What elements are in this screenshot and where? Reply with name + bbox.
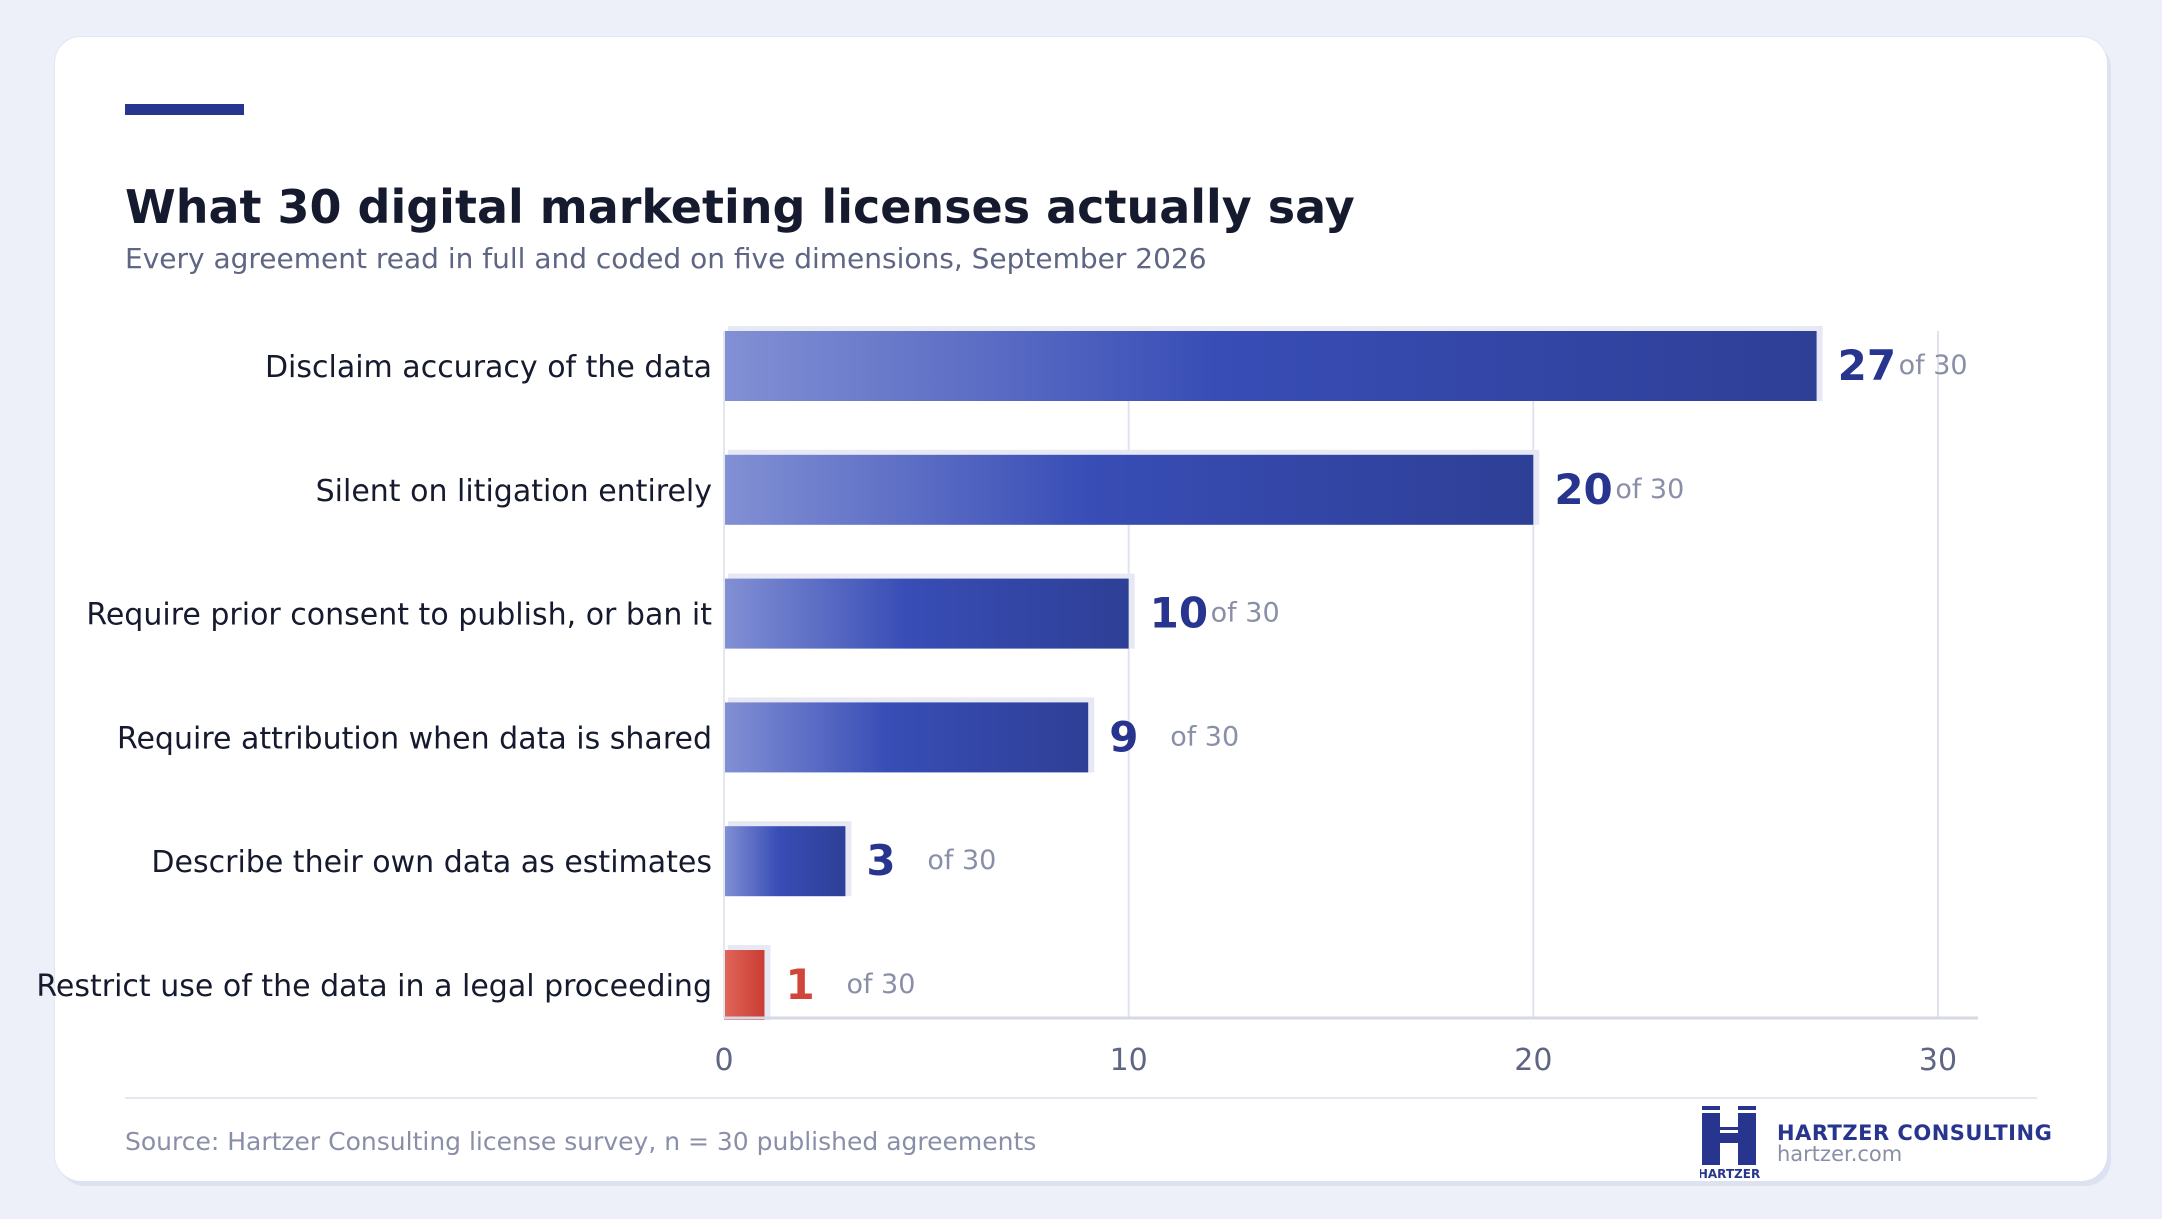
bar (724, 950, 765, 1020)
bar-row-2: Require prior consent to publish, or ban… (86, 573, 1280, 649)
value-suffix: of 30 (1211, 598, 1280, 629)
category-label: Disclaim accuracy of the data (265, 350, 712, 385)
category-label: Restrict use of the data in a legal proc… (36, 969, 712, 1004)
x-tick-label-0: 0 (714, 1043, 733, 1078)
bar (724, 454, 1534, 525)
bar-row-3: Require attribution when data is shared 9… (117, 697, 1239, 773)
brand-url: hartzer.com (1777, 1142, 1903, 1166)
value-label: 20 (1554, 465, 1612, 514)
value-label: 27 (1838, 341, 1896, 390)
bar-row-1: Silent on litigation entirely 20 of 30 (316, 449, 1684, 525)
chart-subtitle: Every agreement read in full and coded o… (125, 242, 1207, 275)
category-label: Require prior consent to publish, or ban… (86, 598, 712, 633)
value-label: 3 (866, 836, 895, 885)
grid-layer (1127, 331, 1939, 1018)
axis-layer: 0 10 20 30 (714, 331, 1978, 1078)
value-label: 1 (785, 960, 814, 1009)
value-suffix: of 30 (846, 969, 915, 1000)
x-tick-label-1: 10 (1110, 1043, 1148, 1078)
value-suffix: of 30 (1170, 721, 1239, 752)
bar-row-4: Describe their own data as estimates 3 of … (151, 821, 996, 897)
brand-name: HARTZER CONSULTING (1777, 1121, 2053, 1145)
bar-row-5: Restrict use of the data in a legal proc… (36, 945, 915, 1020)
bar (724, 331, 1817, 401)
category-label: Silent on litigation entirely (316, 474, 712, 509)
x-tick-label-3: 30 (1919, 1043, 1957, 1078)
value-suffix: of 30 (1899, 350, 1968, 381)
source-note: Source: Hartzer Consulting license surve… (125, 1127, 1037, 1156)
category-label: Require attribution when data is shared (117, 721, 712, 756)
hartzer-logo-icon: HARTZER (1700, 1106, 1760, 1180)
value-label: 9 (1109, 712, 1138, 761)
logo-wordmark: HARTZER (1700, 1167, 1760, 1180)
category-label: Describe their own data as estimates (151, 845, 712, 880)
accent-bar (125, 104, 244, 115)
value-suffix: of 30 (1615, 474, 1684, 505)
footer-divider (125, 1097, 2037, 1099)
value-suffix: of 30 (927, 845, 996, 876)
value-label: 10 (1150, 589, 1208, 638)
bar (724, 702, 1089, 773)
bar-layer: Disclaim accuracy of the data 27 of 30Sile… (36, 326, 1968, 1020)
bar-row-0: Disclaim accuracy of the data 27 of 30 (265, 326, 1968, 401)
bar (724, 826, 846, 897)
x-tick-label-2: 20 (1514, 1043, 1552, 1078)
chart-title: What 30 digital marketing licenses actua… (125, 180, 1355, 234)
bar (724, 578, 1129, 649)
